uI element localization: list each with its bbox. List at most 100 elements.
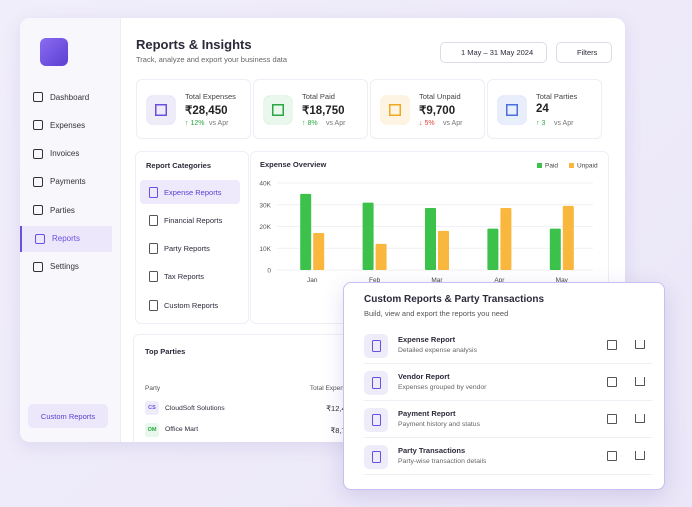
nav-icon — [33, 176, 43, 187]
bar — [487, 228, 499, 270]
nav-item[interactable]: Parties — [20, 197, 112, 223]
category-item[interactable]: Expense Reports — [140, 180, 240, 204]
nav-icon — [33, 120, 43, 131]
nav-icon — [33, 261, 43, 272]
party-badge: CS — [145, 401, 159, 415]
party-name: CloudSoft Solutions — [165, 404, 225, 412]
nav-item[interactable]: Invoices — [20, 141, 112, 167]
x-tick-label: May — [556, 277, 569, 284]
open-button[interactable] — [607, 377, 617, 387]
stat-icon — [146, 95, 176, 125]
stat-change: 12% — [185, 120, 204, 127]
stat-note: vs Apr — [554, 120, 574, 127]
category-item[interactable]: Custom Reports — [140, 293, 240, 317]
nav-icon — [33, 92, 43, 102]
card-subtitle: Build, view and export the reports you n… — [364, 309, 509, 318]
bar — [362, 202, 374, 270]
category-icon — [149, 243, 158, 255]
chart-title: Expense Overview — [260, 160, 326, 169]
stat-note: vs Apr — [326, 120, 346, 127]
custom-reports-button[interactable]: Custom Reports — [28, 404, 108, 428]
download-button[interactable] — [635, 377, 645, 386]
nav-icon — [33, 205, 43, 216]
report-item[interactable]: Payment Report Payment history and status — [364, 405, 652, 438]
bar — [549, 228, 561, 270]
category-item[interactable]: Tax Reports — [140, 265, 240, 289]
report-description: Party-wise transaction details — [398, 458, 487, 465]
x-tick-label: Feb — [369, 277, 381, 284]
nav-item[interactable]: Dashboard — [20, 84, 112, 110]
stat-value: ₹9,700 — [419, 105, 456, 117]
report-item[interactable]: Vendor Report Expenses grouped by vendor — [364, 368, 652, 401]
bar — [500, 208, 512, 270]
stat-note: vs Apr — [209, 120, 229, 127]
y-tick-label: 20K — [259, 224, 271, 231]
report-item[interactable]: Expense Report Detailed expense analysis — [364, 331, 652, 364]
stat-card: Total Paid ₹18,750 8% vs Apr — [253, 79, 368, 139]
open-button[interactable] — [607, 414, 617, 424]
party-total: ₹8,750 — [330, 426, 354, 435]
report-title: Payment Report — [398, 409, 456, 418]
legend-swatch — [569, 163, 574, 168]
open-button[interactable] — [607, 340, 617, 350]
bar — [562, 205, 574, 270]
report-description: Detailed expense analysis — [398, 347, 477, 354]
stat-value: ₹28,450 — [185, 105, 228, 117]
party-name: Office Mart — [165, 426, 199, 433]
stat-label: Total Parties — [536, 92, 578, 101]
legend-label: Paid — [545, 163, 558, 170]
page-subtitle: Track, analyze and export your business … — [136, 55, 288, 64]
report-title: Vendor Report — [398, 372, 450, 381]
report-item[interactable]: Party Transactions Party-wise transaction… — [364, 442, 652, 475]
card-title: Custom Reports & Party Transactions — [364, 294, 545, 305]
category-item[interactable]: Financial Reports — [140, 208, 240, 232]
party-total: ₹12,450 — [326, 404, 354, 413]
nav-item[interactable]: Reports — [20, 225, 112, 252]
bar — [425, 208, 436, 270]
date-range-button[interactable]: 1 May – 31 May 2024 — [440, 42, 547, 63]
report-description: Expenses grouped by vendor — [398, 384, 487, 391]
nav-item[interactable]: Payments — [20, 169, 112, 195]
chart: Expense Overview 0 10K 20K 30K 40K Paid Unpaid… — [259, 160, 598, 284]
app-window: Dashboard Expenses Invoices Payments Parties… — [20, 18, 625, 442]
logo — [40, 38, 68, 66]
stat-label: Total Unpaid — [419, 92, 461, 101]
stat-value: 24 — [536, 103, 549, 115]
panel-title: Top Parties — [145, 347, 186, 356]
nav-item[interactable]: Expenses — [20, 112, 112, 138]
filters-button[interactable]: Filters — [556, 42, 612, 63]
stat-icon — [263, 95, 293, 125]
category-icon — [149, 271, 158, 283]
y-tick-label: 40K — [259, 181, 271, 188]
download-button[interactable] — [635, 414, 645, 423]
report-description: Payment history and status — [398, 421, 480, 428]
stat-card: Total Parties 24 3 vs Apr — [487, 79, 602, 139]
x-tick-label: Jan — [307, 277, 318, 284]
category-icon — [149, 186, 158, 198]
report-icon — [364, 371, 388, 395]
sidebar: Dashboard Expenses Invoices Payments Parties… — [20, 18, 121, 442]
open-button[interactable] — [607, 451, 617, 461]
nav-item[interactable]: Settings — [20, 254, 112, 280]
download-button[interactable] — [635, 340, 645, 349]
download-button[interactable] — [635, 451, 645, 460]
report-title: Party Transactions — [398, 446, 466, 455]
bar — [375, 243, 387, 270]
stat-card: Total Unpaid ₹9,700 5% vs Apr — [370, 79, 485, 139]
legend-label: Unpaid — [577, 163, 598, 170]
column-header: Party — [145, 385, 161, 392]
custom-reports-card: Custom Reports & Party Transactions Buil… — [343, 282, 665, 490]
report-icon — [364, 408, 388, 432]
stat-change: 5% — [419, 120, 434, 127]
column-header: Total Expenses — [309, 385, 354, 392]
party-badge: OM — [145, 422, 159, 437]
category-item[interactable]: Party Reports — [140, 237, 240, 261]
panel-title: Report Categories — [146, 161, 212, 170]
category-icon — [149, 214, 158, 226]
stat-label: Total Paid — [302, 92, 335, 101]
page-title: Reports & Insights — [136, 37, 252, 52]
stat-note: vs Apr — [443, 120, 463, 127]
legend-swatch — [537, 163, 542, 168]
report-icon — [364, 445, 388, 469]
